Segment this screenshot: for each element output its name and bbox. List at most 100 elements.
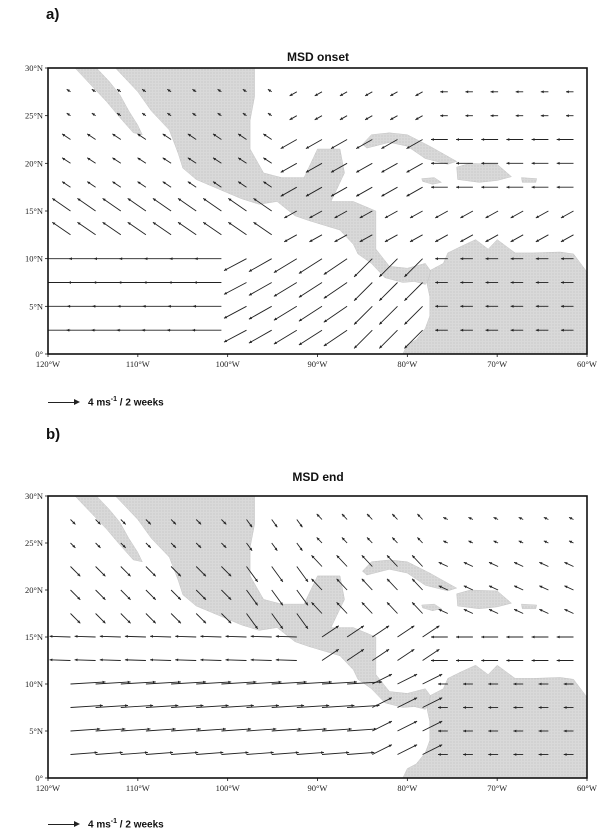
- wind-vector: [175, 659, 197, 661]
- wind-vector-head: [514, 562, 518, 565]
- wind-vector-head: [127, 198, 131, 202]
- wind-vector-head: [531, 138, 535, 141]
- wind-vector-head: [99, 635, 103, 638]
- wind-vector: [120, 704, 154, 708]
- wind-vector: [196, 728, 227, 732]
- lon-tick-label: 90°W: [308, 359, 328, 369]
- wind-vector-head: [367, 513, 370, 517]
- wind-vector: [330, 139, 348, 149]
- wind-vector-head: [463, 682, 466, 686]
- wind-vector-head: [242, 89, 246, 93]
- wind-vector: [296, 613, 309, 630]
- wind-vector-head: [309, 215, 313, 218]
- wind-vector-head: [72, 544, 76, 548]
- legend-label: 4 ms-1 / 2 weeks: [88, 396, 164, 409]
- wind-vector: [202, 198, 222, 212]
- wind-vector: [346, 625, 365, 638]
- wind-vector-head: [213, 157, 217, 161]
- wind-vector: [323, 329, 348, 347]
- wind-vector-head: [94, 751, 98, 754]
- wind-vector-head: [336, 578, 340, 582]
- wind-vector-head: [431, 635, 434, 639]
- lon-tick-label: 110°W: [126, 359, 150, 369]
- wind-vector-head: [87, 181, 91, 185]
- wind-vector-head: [102, 620, 106, 624]
- wind-vector-head: [354, 297, 358, 301]
- wind-vector: [177, 221, 197, 236]
- wind-vector-map: 30°N 25°N 20°N 15°N 10°N 5°N 0°120°W 110°W 100°W…: [25, 63, 597, 369]
- wind-vector-head: [152, 596, 156, 600]
- wind-vector-head: [52, 222, 56, 225]
- wind-vector-head: [254, 602, 258, 606]
- wind-vector-head: [127, 573, 131, 577]
- wind-vector-head: [200, 635, 204, 638]
- wind-vector: [323, 305, 348, 323]
- wind-vector: [221, 728, 252, 732]
- wind-vector-head: [198, 521, 202, 525]
- wind-vector-head: [388, 744, 392, 748]
- wind-vector-head: [443, 540, 447, 544]
- wind-vector: [171, 681, 207, 685]
- lat-tick-label: 5°N: [29, 301, 43, 311]
- wind-vector: [321, 704, 355, 708]
- wind-vector-head: [305, 602, 308, 606]
- wind-vector-head: [413, 674, 418, 677]
- wind-vector-head: [510, 215, 514, 218]
- wind-vector-head: [440, 90, 444, 94]
- wind-vector: [223, 329, 247, 343]
- wind-vector-head: [91, 89, 95, 93]
- wind-vector: [397, 648, 415, 661]
- wind-vector-head: [335, 625, 339, 629]
- wind-vector-head: [334, 215, 338, 218]
- wind-vector-head: [556, 185, 560, 189]
- wind-vector-head: [94, 257, 97, 261]
- wind-vector: [280, 162, 298, 173]
- wind-vector-head: [359, 239, 363, 242]
- wind-vector-head: [538, 682, 542, 686]
- wind-vector-head: [326, 704, 330, 707]
- lon-tick-label: 80°W: [397, 359, 417, 369]
- land-mass: [362, 132, 458, 165]
- wind-vector-head: [253, 680, 257, 684]
- wind-vector-head: [170, 751, 173, 754]
- wind-vector: [355, 139, 373, 149]
- wind-vector-head: [436, 625, 440, 629]
- wind-vector-head: [506, 138, 510, 141]
- wind-vector: [397, 673, 418, 685]
- wind-vector-head: [413, 697, 418, 701]
- wind-vector-head: [387, 555, 390, 559]
- wind-vector: [196, 751, 224, 755]
- wind-vector: [321, 728, 352, 732]
- wind-vector: [77, 198, 96, 212]
- wind-vector: [177, 198, 197, 212]
- wind-vector-head: [192, 113, 196, 116]
- wind-vector-head: [535, 239, 539, 242]
- wind-vector-head: [224, 339, 228, 343]
- wind-vector-head: [388, 721, 392, 724]
- wind-vector-head: [223, 544, 227, 548]
- wind-vector-head: [463, 729, 466, 733]
- wind-vector-head: [331, 169, 335, 173]
- wind-vector-head: [439, 721, 443, 724]
- wind-vector: [124, 635, 146, 638]
- wind-vector-head: [203, 573, 206, 577]
- wind-vector: [150, 659, 172, 661]
- wind-vector-head: [119, 751, 123, 754]
- wind-vector-head: [167, 113, 171, 116]
- wind-vector: [246, 704, 279, 708]
- wind-vector-head: [124, 635, 128, 638]
- wind-vector-head: [298, 318, 302, 322]
- wind-vector-head: [311, 602, 315, 606]
- wind-vector: [323, 258, 348, 275]
- wind-vector-head: [74, 635, 78, 638]
- legend-arrow-shaft: [48, 824, 76, 825]
- wind-vector-head: [187, 133, 191, 137]
- wind-vector-head: [168, 281, 172, 284]
- wind-vector-head: [175, 635, 179, 638]
- wind-vector-head: [435, 257, 438, 261]
- wind-vector-head: [413, 744, 418, 748]
- wind-vector-head: [278, 680, 282, 684]
- wind-vector-head: [563, 729, 567, 733]
- wind-vector-head: [468, 517, 472, 520]
- wind-vector-head: [112, 181, 116, 185]
